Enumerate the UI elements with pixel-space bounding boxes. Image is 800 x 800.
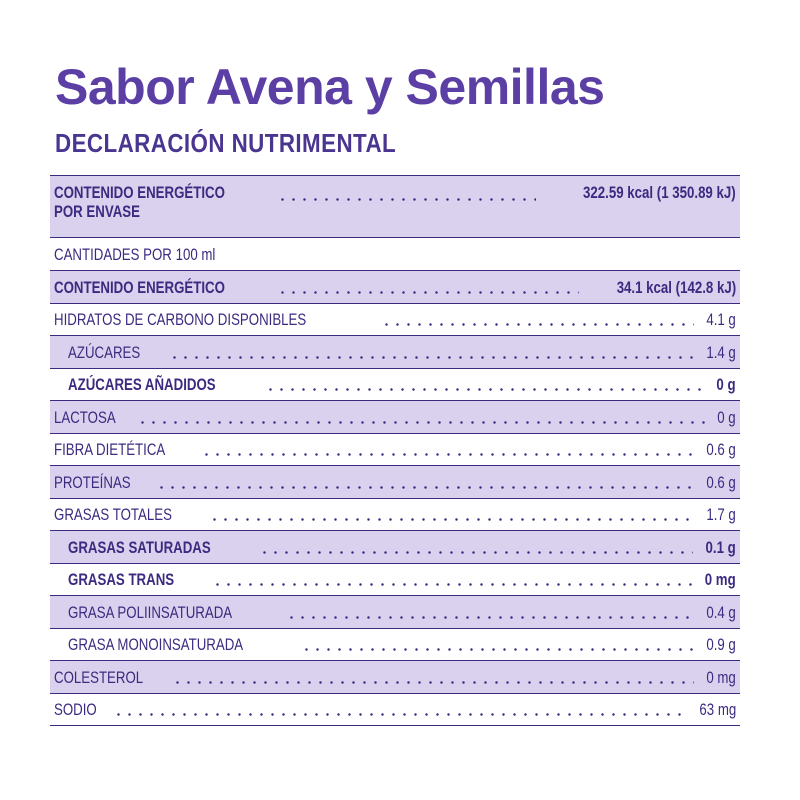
dot-leader xyxy=(258,550,694,554)
nutrient-value: 0 g xyxy=(716,375,736,395)
dot-leader xyxy=(265,388,708,391)
nutrient-label: COLESTEROL xyxy=(54,667,144,687)
per-100ml-label: CANTIDADES POR 100 ml xyxy=(54,245,216,265)
nutrient-value: 34.1 kcal (142.8 kJ) xyxy=(616,277,736,297)
dot-leader xyxy=(137,420,709,424)
nutrient-row-trans-fat: GRASAS TRANS 0 mg xyxy=(50,564,740,596)
nutrient-row-carbohydrates: HIDRATOS DE CARBONO DISPONIBLES 4.1 g xyxy=(50,304,740,336)
nutrient-value: 63 mg xyxy=(699,700,736,720)
nutrient-label: GRASAS SATURADAS xyxy=(68,537,211,557)
dot-leader xyxy=(381,323,695,326)
nutrient-value: 0.1 g xyxy=(705,537,736,557)
nutrient-label: CONTENIDO ENERGÉTICO xyxy=(54,277,225,297)
nutrient-row-fiber: FIBRA DIETÉTICA 0.6 g xyxy=(50,434,740,466)
nutrient-label: FIBRA DIETÉTICA xyxy=(54,440,166,460)
dot-leader xyxy=(172,680,695,684)
nutrient-label: GRASAS TRANS xyxy=(68,570,175,590)
nutrient-row-sugars: AZÚCARES 1.4 g xyxy=(50,336,740,369)
nutrient-label: SODIO xyxy=(54,700,97,720)
nutrient-row-cholesterol: COLESTEROL 0 mg xyxy=(50,661,740,694)
energy-per-pack-label-line2: POR ENVASE xyxy=(54,201,140,221)
nutrient-label: HIDRATOS DE CARBONO DISPONIBLES xyxy=(54,310,307,330)
nutrient-value: 0 mg xyxy=(706,667,736,687)
dot-leader xyxy=(112,713,685,716)
nutrient-value: 0 mg xyxy=(705,570,736,590)
nutrient-row-monounsaturated-fat: GRASA MONOINSATURADA 0.9 g xyxy=(50,629,740,661)
nutrient-row-polyunsaturated-fat: GRASA POLIINSATURADA 0.4 g xyxy=(50,596,740,629)
nutrient-value: 1.4 g xyxy=(706,342,736,362)
dot-leader xyxy=(212,583,693,586)
nutrient-label: GRASA POLIINSATURADA xyxy=(68,602,233,622)
nutrition-table: CONTENIDO ENERGÉTICO POR ENVASE 322.59 k… xyxy=(50,175,740,726)
nutrient-label: LACTOSA xyxy=(54,407,116,427)
nutrient-value: 0.6 g xyxy=(706,472,736,492)
dot-leader xyxy=(286,615,695,619)
nutrient-row-sodium: SODIO 63 mg xyxy=(50,694,740,726)
dot-leader xyxy=(200,453,695,456)
nutrient-row-added-sugars: AZÚCARES AÑADIDOS 0 g xyxy=(50,369,740,401)
energy-per-pack-value: 322.59 kcal (1 350.89 kJ) xyxy=(583,183,736,202)
nutrient-label: GRASAS TOTALES xyxy=(54,505,172,525)
nutrient-label: PROTEÍNAS xyxy=(54,472,131,492)
nutrient-row-total-fat: GRASAS TOTALES 1.7 g xyxy=(50,499,740,531)
nutrient-row-proteins: PROTEÍNAS 0.6 g xyxy=(50,466,740,499)
dot-leader xyxy=(300,648,695,651)
nutrient-label: AZÚCARES xyxy=(68,342,141,362)
nutrient-value: 0.6 g xyxy=(706,440,736,460)
nutrient-label: AZÚCARES AÑADIDOS xyxy=(68,375,216,395)
nutrient-value: 1.7 g xyxy=(706,505,736,525)
nutrient-row-energy: CONTENIDO ENERGÉTICO 34.1 kcal (142.8 kJ… xyxy=(50,271,740,304)
nutrient-value: 0 g xyxy=(717,407,736,427)
dot-leader xyxy=(277,290,579,294)
nutrient-value: 0.9 g xyxy=(706,635,736,655)
dot-leader xyxy=(156,485,695,489)
product-title: Sabor Avena y Semillas xyxy=(55,59,605,115)
nutrition-declaration-heading: DECLARACIÓN NUTRIMENTAL xyxy=(55,128,397,158)
per-100ml-row: CANTIDADES POR 100 ml xyxy=(50,238,740,271)
dot-leader xyxy=(168,355,695,359)
nutrient-row-saturated-fat: GRASAS SATURADAS 0.1 g xyxy=(50,531,740,564)
nutrient-row-lactose: LACTOSA 0 g xyxy=(50,401,740,434)
energy-per-pack-label-line1: CONTENIDO ENERGÉTICO xyxy=(54,183,225,202)
nutrient-value: 0.4 g xyxy=(706,602,736,622)
dot-leader xyxy=(277,198,537,201)
nutrient-value: 4.1 g xyxy=(706,310,736,330)
energy-per-pack-row: CONTENIDO ENERGÉTICO POR ENVASE 322.59 k… xyxy=(50,176,740,238)
nutrient-label: GRASA MONOINSATURADA xyxy=(68,635,244,655)
dot-leader xyxy=(209,518,695,521)
